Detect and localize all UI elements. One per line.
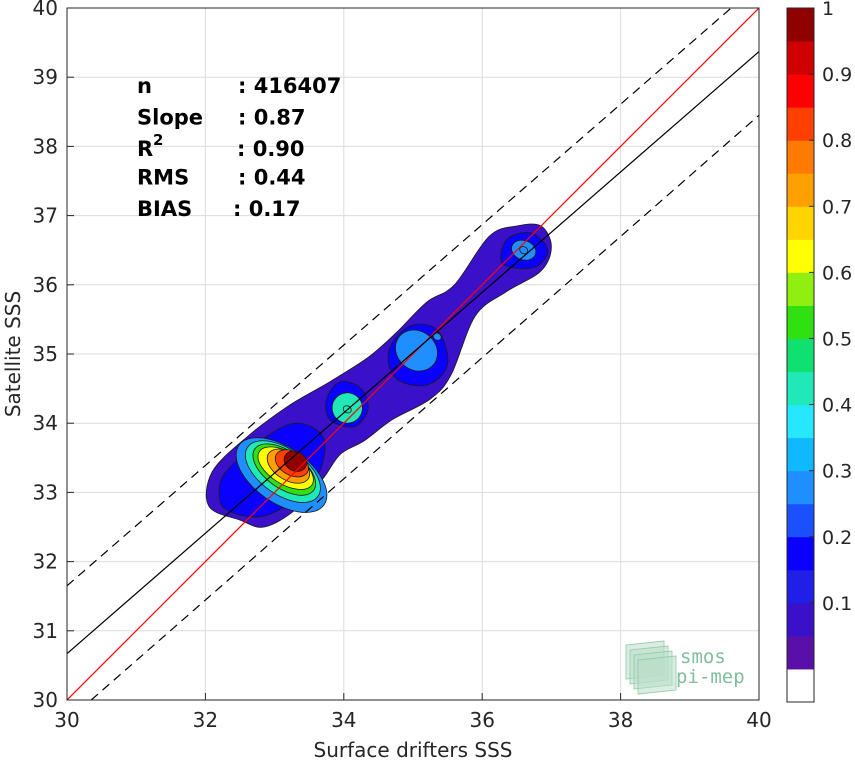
y-tick-label: 37 xyxy=(33,204,58,228)
stat-value: : 416407 xyxy=(238,74,341,98)
y-tick-label: 32 xyxy=(33,550,58,574)
logo-wave-layer xyxy=(637,655,677,695)
stat-label: Slope xyxy=(137,106,203,130)
y-tick-label: 33 xyxy=(33,480,58,504)
colorbar-segment xyxy=(787,239,814,273)
colorbar-tick-label: 0.1 xyxy=(822,593,852,615)
colorbar-segment xyxy=(787,470,814,505)
lower-bound-line xyxy=(90,114,759,700)
colorbar-tick-label: 0.2 xyxy=(822,527,852,549)
reference-lines xyxy=(67,8,759,700)
colorbar-segment xyxy=(787,140,814,174)
y-tick-label: 35 xyxy=(33,342,58,366)
y-axis-label: Satellite SSS xyxy=(1,291,25,417)
logo-text: pi-mep xyxy=(676,666,745,688)
x-tick-label: 36 xyxy=(469,708,494,732)
y-tick-labels: 30 31 32 33 34 35 36 37 38 39 40 xyxy=(33,0,58,712)
colorbar-tick-label: 0.6 xyxy=(822,262,852,284)
axis-ticks xyxy=(66,7,760,701)
colorbar-segment xyxy=(787,602,814,637)
colorbar-tick-label: 0.4 xyxy=(822,395,852,417)
colorbar-segment xyxy=(787,107,814,141)
colorbar-segment xyxy=(787,173,814,207)
colorbar-segment xyxy=(787,503,814,538)
stat-value: : 0.87 xyxy=(238,106,306,130)
x-tick-labels: 30 32 34 36 38 40 xyxy=(54,708,771,732)
one-to-one-line xyxy=(67,8,759,700)
stat-label: BIAS xyxy=(137,197,192,221)
y-tick-label: 40 xyxy=(33,0,58,20)
colorbar-segment xyxy=(787,668,814,703)
y-tick-label: 30 xyxy=(33,688,58,712)
statistics-box: n : 416407 Slope : 0.87 R 2 : 0.90 RMS : 0.44 BIA… xyxy=(137,74,341,221)
stat-value: : 0.17 xyxy=(233,197,301,221)
colorbar-segment xyxy=(787,437,814,472)
stat-label: RMS xyxy=(137,166,189,190)
x-tick-label: 32 xyxy=(193,708,218,732)
x-tick-label: 30 xyxy=(54,708,79,732)
colorbar-tick-label: 0.9 xyxy=(822,64,852,86)
colorbar-segment xyxy=(787,338,814,373)
logo-text: smos xyxy=(680,646,726,668)
x-axis-label: Surface drifters SSS xyxy=(314,738,513,762)
x-tick-label: 40 xyxy=(746,708,771,732)
y-tick-label: 31 xyxy=(33,619,58,643)
colorbar-segment xyxy=(787,371,814,406)
colorbar-tick-label: 0.8 xyxy=(822,130,852,152)
stat-superscript: 2 xyxy=(153,131,163,149)
density-peak xyxy=(519,246,529,255)
colorbar-segment xyxy=(787,536,814,571)
colorbar-segment xyxy=(787,569,814,604)
x-tick-label: 38 xyxy=(608,708,633,732)
y-tick-label: 34 xyxy=(33,411,58,435)
colorbar-segment xyxy=(787,41,814,75)
stat-value: : 0.90 xyxy=(237,137,305,161)
x-tick-label: 34 xyxy=(331,708,356,732)
colorbar-segment xyxy=(787,272,814,306)
stat-value: : 0.44 xyxy=(238,166,306,190)
y-tick-label: 39 xyxy=(33,65,58,89)
colorbar-segment xyxy=(787,635,814,670)
colorbar-segment xyxy=(787,206,814,240)
colorbar-segment xyxy=(787,404,814,439)
y-tick-label: 36 xyxy=(33,273,58,297)
colorbar: 0.1 0.2 0.3 0.4 0.5 0.6 0.7 0.8 0.9 1 xyxy=(786,0,852,703)
colorbar-segment xyxy=(787,74,814,108)
colorbar-segment xyxy=(787,305,814,339)
grid-lines xyxy=(66,7,760,701)
upper-bound-line xyxy=(67,8,733,587)
y-tick-label: 38 xyxy=(33,134,58,158)
colorbar-tick-label: 1 xyxy=(822,0,834,20)
colorbar-segment xyxy=(787,8,814,42)
fit-line xyxy=(67,51,759,655)
colorbar-tick-label: 0.3 xyxy=(822,461,852,483)
stat-label: n xyxy=(137,74,152,98)
colorbar-tick-label: 0.7 xyxy=(822,196,852,218)
stat-label: R xyxy=(137,137,153,161)
colorbar-tick-label: 0.5 xyxy=(822,328,852,350)
colorbar-frame xyxy=(786,7,815,703)
